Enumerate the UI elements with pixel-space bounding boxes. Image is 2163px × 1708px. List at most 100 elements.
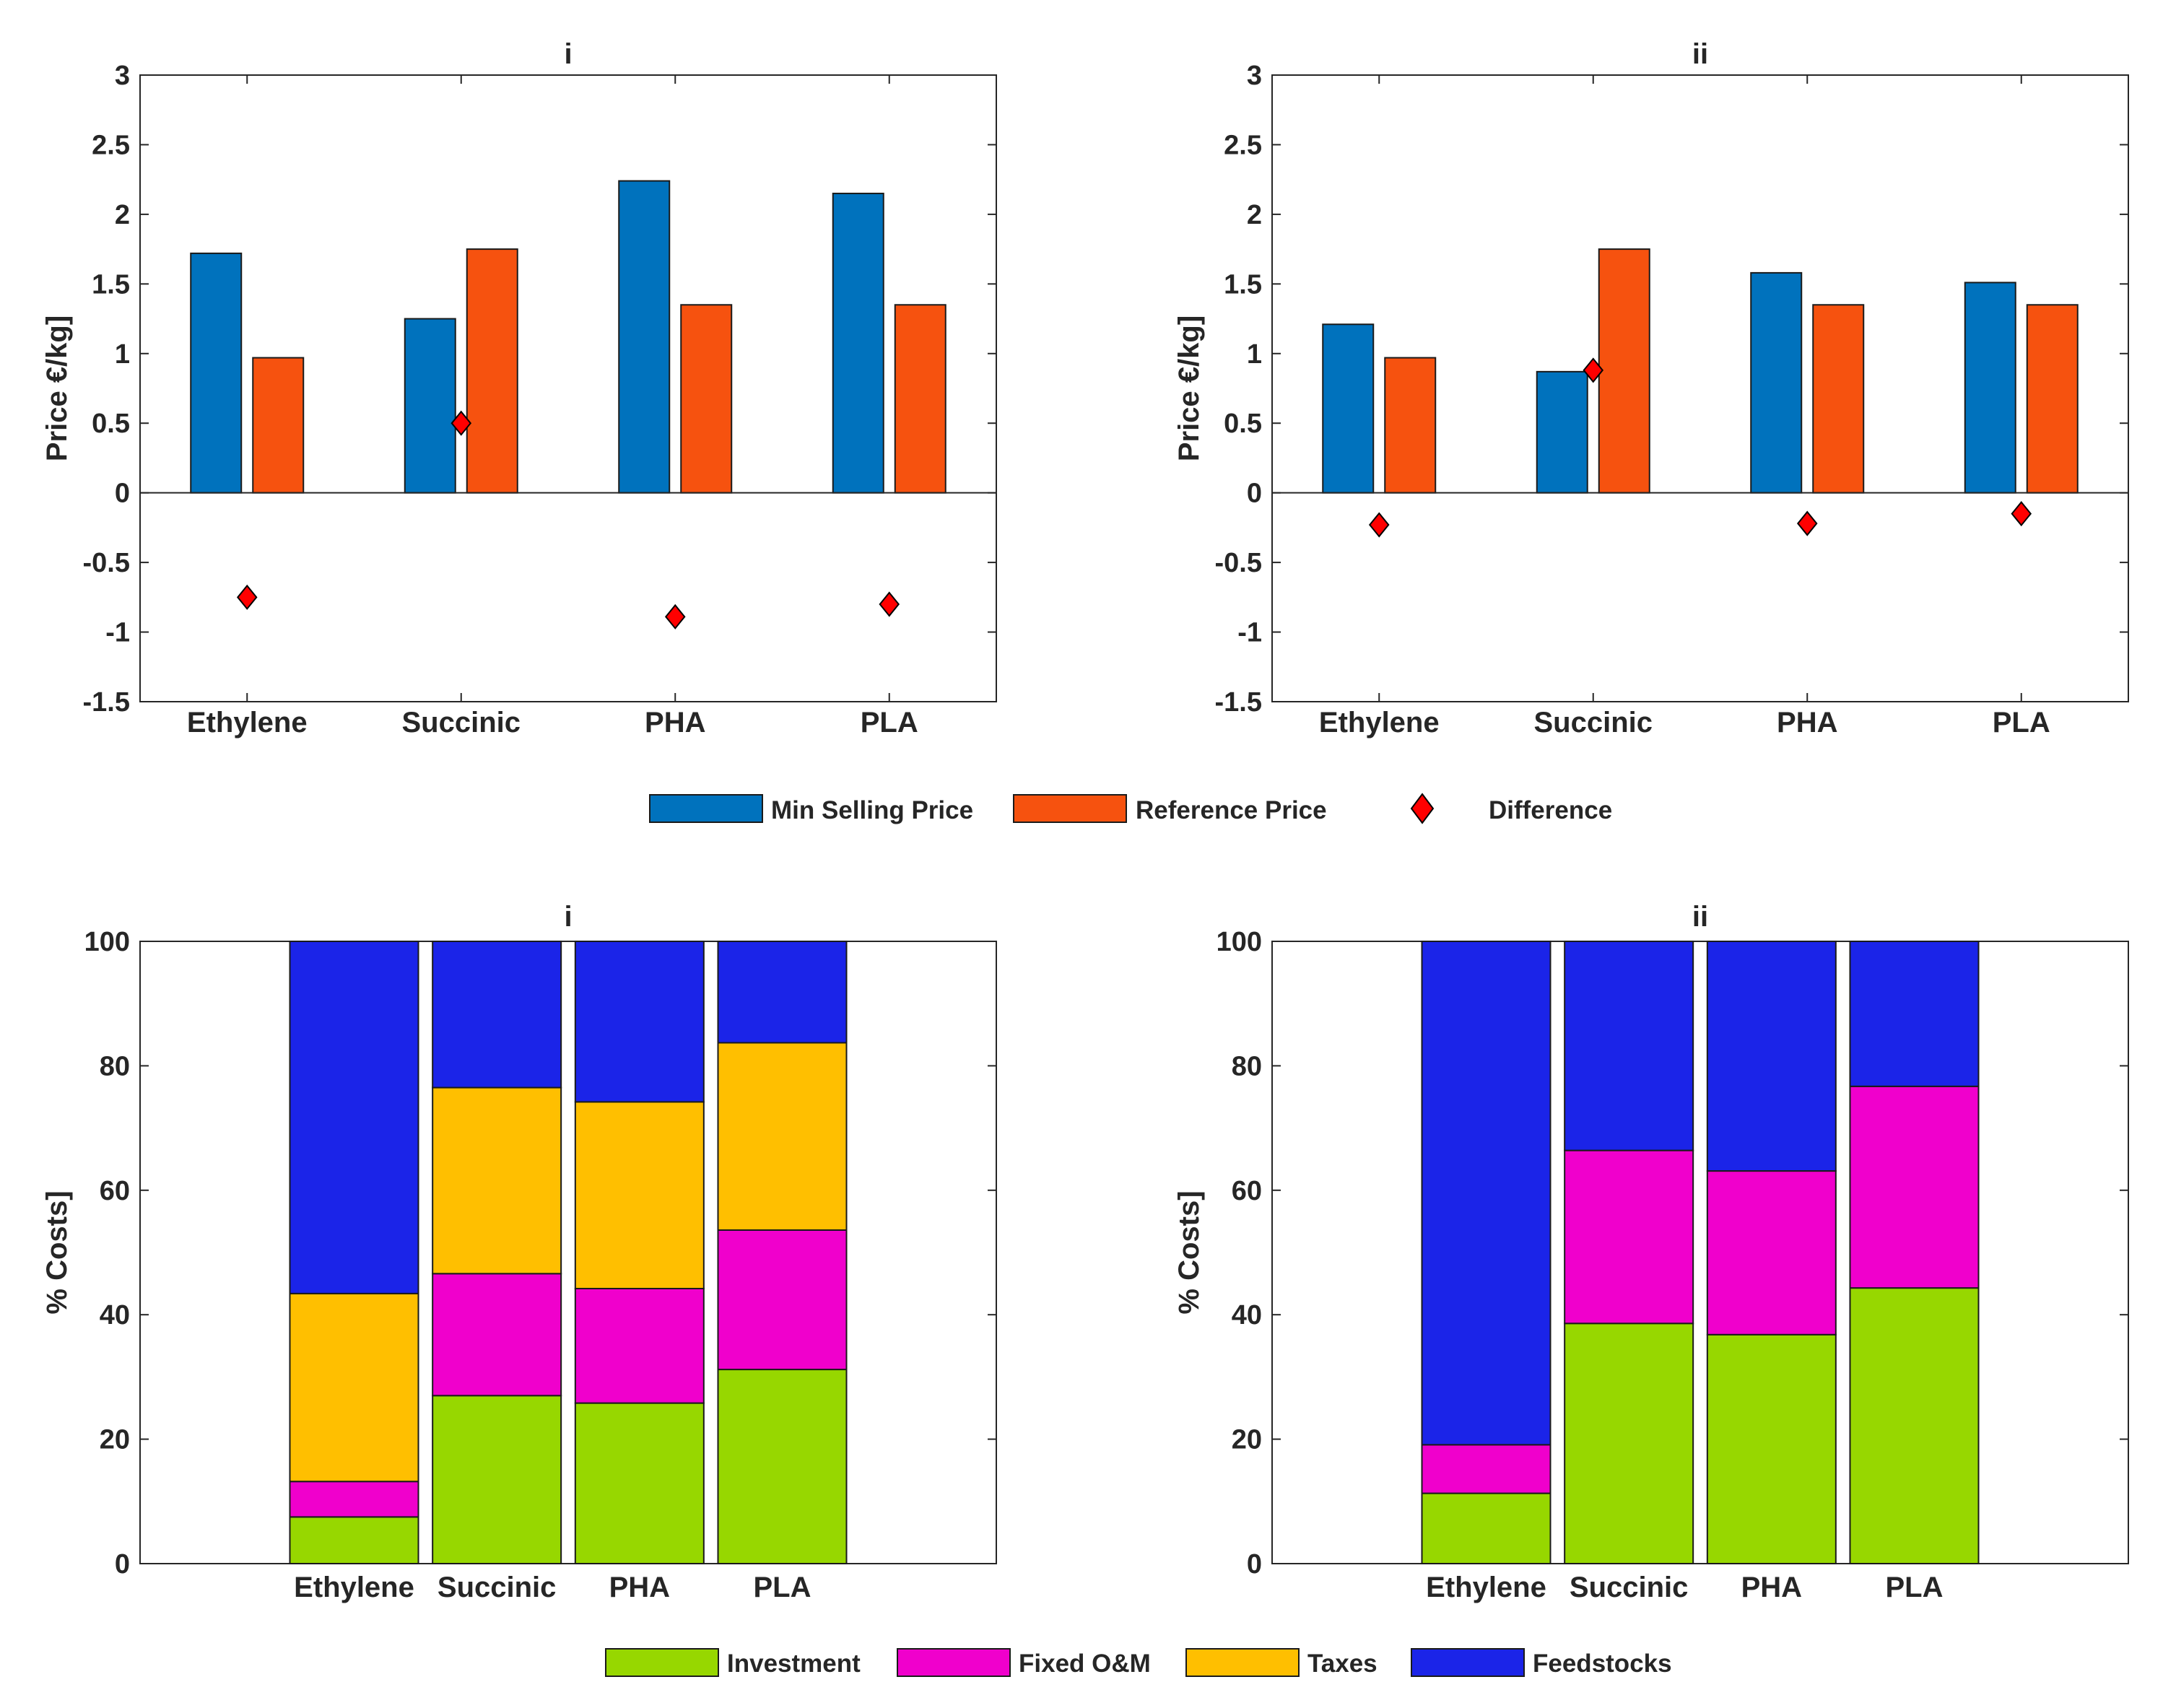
- x-tick-label-pha: PHA: [609, 1572, 670, 1603]
- bar-reference-price-ethylene: [1384, 357, 1437, 494]
- legend-swatch-investment: [605, 1648, 719, 1677]
- bar-reference-price-ethylene: [252, 357, 305, 494]
- segment-investment-succinic: [1564, 1323, 1694, 1564]
- y-tick-label: 80: [1232, 1051, 1262, 1081]
- x-tick-label-pla: PLA: [861, 707, 918, 738]
- y-tick-label: 100: [1217, 927, 1262, 957]
- legend-swatch-min-selling-price: [649, 794, 763, 823]
- x-tick-label-succinic: Succinic: [1570, 1572, 1689, 1603]
- x-tick-label-succinic: Succinic: [1533, 707, 1653, 738]
- marker-difference-pha: [1796, 510, 1818, 536]
- segment-taxes-pha: [574, 1101, 705, 1289]
- legend-label-taxes: Taxes: [1307, 1650, 1378, 1678]
- axes-box: [1271, 941, 2129, 1564]
- bar-reference-price-pha: [680, 304, 733, 494]
- segment-feedstocks-pla: [717, 941, 848, 1044]
- y-axis-label: % Costs]: [41, 1190, 73, 1314]
- legend-swatch-fixed-om: [897, 1648, 1011, 1677]
- panel-title: i: [564, 38, 572, 70]
- y-tick-label: 20: [100, 1425, 130, 1455]
- segment-fixed-om-pla: [717, 1229, 848, 1371]
- y-tick-label: 100: [84, 927, 130, 957]
- segment-taxes-ethylene: [289, 1292, 419, 1483]
- y-tick-label: 3: [115, 61, 130, 91]
- marker-difference-succinic: [1583, 357, 1604, 383]
- cost-legend: Investment Fixed O&M Taxes Feedstocks: [605, 1648, 1672, 1678]
- y-tick-label: 40: [100, 1300, 130, 1330]
- x-tick-label-pla: PLA: [754, 1572, 811, 1603]
- x-tick-label-ethylene: Ethylene: [1319, 707, 1440, 738]
- y-tick-label: 0: [1247, 1549, 1262, 1580]
- segment-investment-pla: [717, 1369, 848, 1565]
- legend-label-fixed-om: Fixed O&M: [1019, 1650, 1151, 1678]
- bar-min-selling-price-pla: [832, 192, 884, 494]
- y-tick-label: 0: [1247, 479, 1262, 509]
- y-tick-label: 1: [1247, 339, 1262, 370]
- panel-title: i: [564, 901, 572, 933]
- bar-reference-price-pha: [1812, 304, 1865, 494]
- legend-label-reference-price: Reference Price: [1136, 796, 1327, 824]
- bar-min-selling-price-succinic: [404, 318, 456, 494]
- segment-taxes-pla: [717, 1042, 848, 1231]
- marker-difference-pha: [664, 604, 686, 629]
- segment-investment-ethylene: [289, 1516, 419, 1565]
- y-tick-label: 60: [100, 1176, 130, 1206]
- segment-fixed-om-pha: [574, 1287, 705, 1404]
- marker-difference-pla: [879, 591, 900, 617]
- x-tick-label-ethylene: Ethylene: [187, 707, 308, 738]
- y-tick-label: 1: [115, 339, 130, 370]
- segment-feedstocks-ethylene: [289, 941, 419, 1294]
- y-tick-label: -0.5: [1215, 548, 1262, 578]
- x-tick-label-succinic: Succinic: [401, 707, 521, 738]
- segment-investment-succinic: [432, 1395, 562, 1565]
- y-tick-label: 2.5: [92, 130, 130, 160]
- segment-investment-pha: [1706, 1333, 1837, 1565]
- cost-chart-panel-ii: 100 80 60 40 20 0 ii % Costs] Ethylene Succinic PH…: [1173, 901, 2129, 1603]
- y-tick-label: 20: [1232, 1425, 1262, 1455]
- segment-fixed-om-pha: [1706, 1170, 1837, 1336]
- marker-difference-pla: [2011, 501, 2032, 527]
- x-tick-label-ethylene: Ethylene: [294, 1572, 414, 1603]
- y-tick-label: -1.5: [1215, 687, 1262, 718]
- panel-title: ii: [1692, 38, 1708, 70]
- y-tick-label: 60: [1232, 1176, 1262, 1206]
- bar-reference-price-pla: [2026, 304, 2079, 494]
- segment-feedstocks-succinic: [432, 941, 562, 1089]
- y-tick-label: -1.5: [83, 687, 130, 718]
- y-tick-label: 2.5: [1224, 130, 1262, 160]
- legend-swatch-taxes: [1185, 1648, 1300, 1677]
- y-tick-label: 3: [1247, 61, 1262, 91]
- y-tick-label: 0.5: [92, 409, 130, 439]
- axes-box: [139, 74, 997, 702]
- y-tick-label: 0.5: [1224, 409, 1262, 439]
- y-tick-label: 80: [100, 1051, 130, 1081]
- bar-reference-price-succinic: [466, 248, 518, 494]
- segment-feedstocks-pha: [574, 941, 705, 1103]
- y-tick-label: 2: [1247, 200, 1262, 230]
- bar-reference-price-pla: [894, 304, 946, 494]
- bar-reference-price-succinic: [1598, 248, 1650, 494]
- axes-box: [139, 941, 997, 1564]
- y-tick-label: 0: [115, 1549, 130, 1580]
- segment-fixed-om-ethylene: [1421, 1444, 1551, 1494]
- axes-box: [1271, 74, 2129, 702]
- segment-fixed-om-succinic: [432, 1273, 562, 1397]
- bar-min-selling-price-ethylene: [1322, 323, 1375, 494]
- segment-feedstocks-pha: [1706, 941, 1837, 1172]
- marker-difference-ethylene: [1368, 512, 1390, 538]
- segment-feedstocks-succinic: [1564, 941, 1694, 1151]
- bar-min-selling-price-succinic: [1536, 370, 1588, 494]
- segment-feedstocks-pla: [1849, 941, 1980, 1087]
- cost-chart-panel-i: 100 80 60 40 20 0 i % Costs] Ethylene Succinic PHA…: [41, 901, 997, 1603]
- legend-swatch-reference-price: [1013, 794, 1127, 823]
- segment-investment-pla: [1849, 1287, 1980, 1565]
- marker-difference-succinic: [451, 410, 472, 436]
- price-chart-panel-ii: 3 2.5 2 1.5 1 0.5 0 -0.5 -1 -1.5 ii Price €/kg] Ethy…: [1173, 38, 2129, 738]
- bar-min-selling-price-pha: [618, 180, 671, 494]
- y-tick-label: 1.5: [1224, 269, 1262, 300]
- legend-label-min-selling-price: Min Selling Price: [771, 796, 973, 824]
- bar-min-selling-price-pla: [1964, 282, 2016, 494]
- panel-title: ii: [1692, 901, 1708, 933]
- legend-marker-difference: [1410, 793, 1435, 824]
